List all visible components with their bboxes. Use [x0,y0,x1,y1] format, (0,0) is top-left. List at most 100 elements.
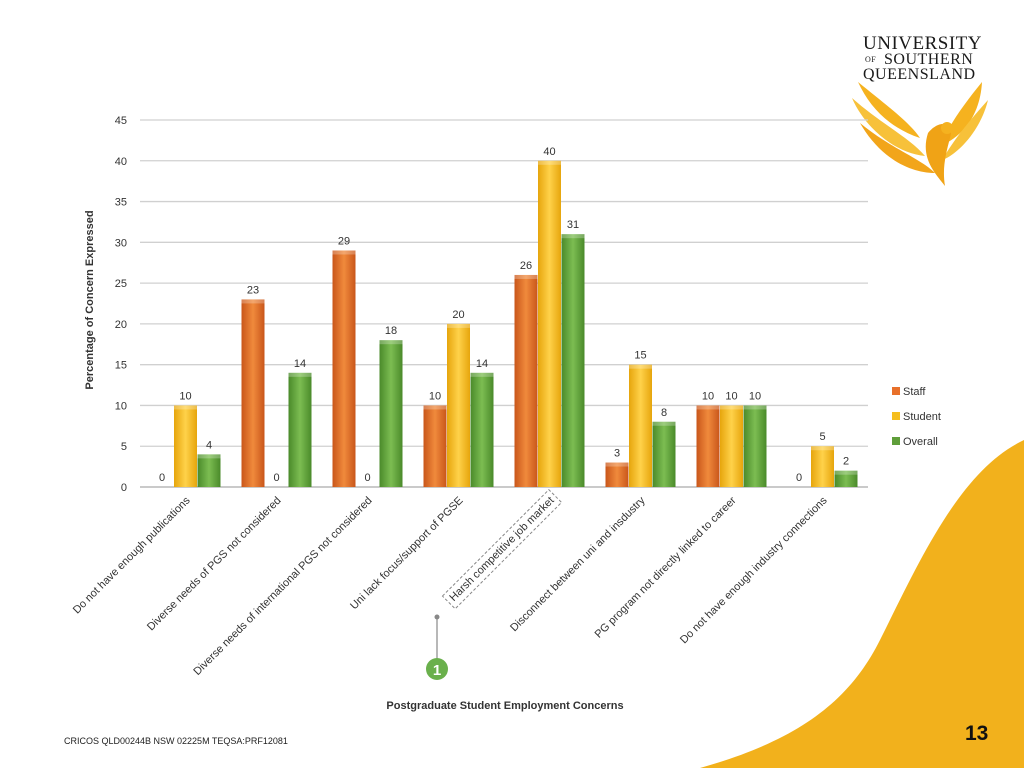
bar-staff [241,299,265,487]
bar-overall [743,405,767,487]
bar-staff [332,250,356,487]
bar-highlight [241,299,265,304]
bar-highlight [561,234,585,239]
bar-highlight [514,274,538,279]
bar-highlight [288,372,312,377]
bar-staff [423,405,447,487]
legend-label-staff: Staff [903,386,926,398]
data-label-student: 20 [452,309,464,321]
logo-line-queensland: QUEENSLAND [863,66,976,83]
data-label-staff: 3 [614,448,620,460]
bar-highlight [423,405,447,410]
y-tick-label: 25 [115,278,127,290]
bar-highlight [447,323,470,328]
bar-overall [652,421,676,487]
corner-swoosh-shape [700,440,1024,768]
bar-highlight [720,405,743,410]
bar-highlight [538,160,561,165]
bar-highlight [197,454,221,459]
bar-highlight [652,421,676,426]
bar-overall [470,372,494,487]
bar-highlight [696,405,720,410]
data-label-overall: 18 [385,325,397,337]
bar-highlight [743,405,767,410]
bar-student [174,405,197,487]
highlight-box [441,488,563,610]
data-label-staff: 26 [520,260,532,272]
legend-label-student: Student [903,411,941,423]
data-label-student: 5 [819,431,825,443]
data-label-student: 0 [364,472,370,484]
data-label-student: 10 [725,390,737,402]
page-number: 13 [965,722,989,745]
bar-highlight [811,446,834,451]
data-label-staff: 23 [247,284,259,296]
phoenix-icon [852,82,988,186]
bar-student [538,160,561,487]
bar-overall [561,234,585,487]
data-label-overall: 2 [843,456,849,468]
bar-highlight [379,340,403,345]
bar-overall [197,454,221,487]
legend-label-overall: Overall [903,436,938,448]
annotation-marker [426,658,448,680]
bar-overall [379,340,403,487]
bar-highlight [332,250,356,255]
data-label-staff: 0 [159,472,165,484]
bar-highlight [470,372,494,377]
bars [174,160,858,487]
bar-student [811,446,834,487]
x-tick-label: PG program not directly linked to career [593,494,739,640]
bar-overall [288,372,312,487]
y-axis-label: Percentage of Concern Expressed [84,210,96,389]
y-axis-ticks: 0 5 10 15 20 25 30 35 40 45 [115,115,127,494]
bar-staff [696,405,720,487]
logo-line-southern: SOUTHERN [884,51,974,68]
bar-student [447,323,470,487]
x-tick: PG program not directly linked to career [593,494,739,640]
y-tick-label: 10 [115,400,127,412]
bar-highlight [834,470,858,475]
bar-overall [834,470,858,487]
data-labels: 0 10 4 23 0 14 29 0 18 10 20 14 26 40 31 3 15 8 10 10 10 0 5 2 [159,146,849,484]
data-label-overall: 14 [476,358,488,370]
footer-cricos: CRICOS QLD00244B NSW 02225M TEQSA:PRF120… [64,736,288,746]
y-tick-label: 15 [115,360,127,372]
bar-staff [514,274,538,487]
y-tick-label: 5 [121,441,127,453]
annotation-anchor-dot [434,614,440,620]
annotation-callout: 1 [426,614,448,680]
x-tick-label: Harsh competitive job market [447,495,556,604]
data-label-overall: 14 [294,358,306,370]
y-tick-label: 20 [115,319,127,331]
x-tick-label: Do not have enough industry connections [678,494,830,646]
y-tick-label: 45 [115,115,127,127]
data-label-overall: 4 [206,439,212,451]
data-label-staff: 29 [338,235,350,247]
bar-highlight [174,405,197,410]
legend-swatch-staff [892,387,900,395]
data-label-student: 0 [273,472,279,484]
data-label-staff: 10 [429,390,441,402]
logo-line-university: UNIVERSITY [863,33,982,54]
bar-student [629,364,652,487]
legend-swatch-student [892,412,900,420]
y-tick-label: 0 [121,482,127,494]
y-tick-label: 40 [115,156,127,168]
data-label-student: 10 [179,390,191,402]
bar-student [720,405,743,487]
data-label-overall: 10 [749,390,761,402]
bar-highlight [605,462,629,467]
data-label-student: 15 [634,350,646,362]
data-label-staff: 10 [702,390,714,402]
bar-staff [605,462,629,487]
bar-highlight [629,364,652,369]
x-tick: Diverse needs of international PGS not c… [191,495,374,678]
annotation-marker-number: 1 [433,662,441,679]
data-label-student: 40 [543,146,555,158]
x-tick: Do not have enough industry connections [678,494,830,646]
